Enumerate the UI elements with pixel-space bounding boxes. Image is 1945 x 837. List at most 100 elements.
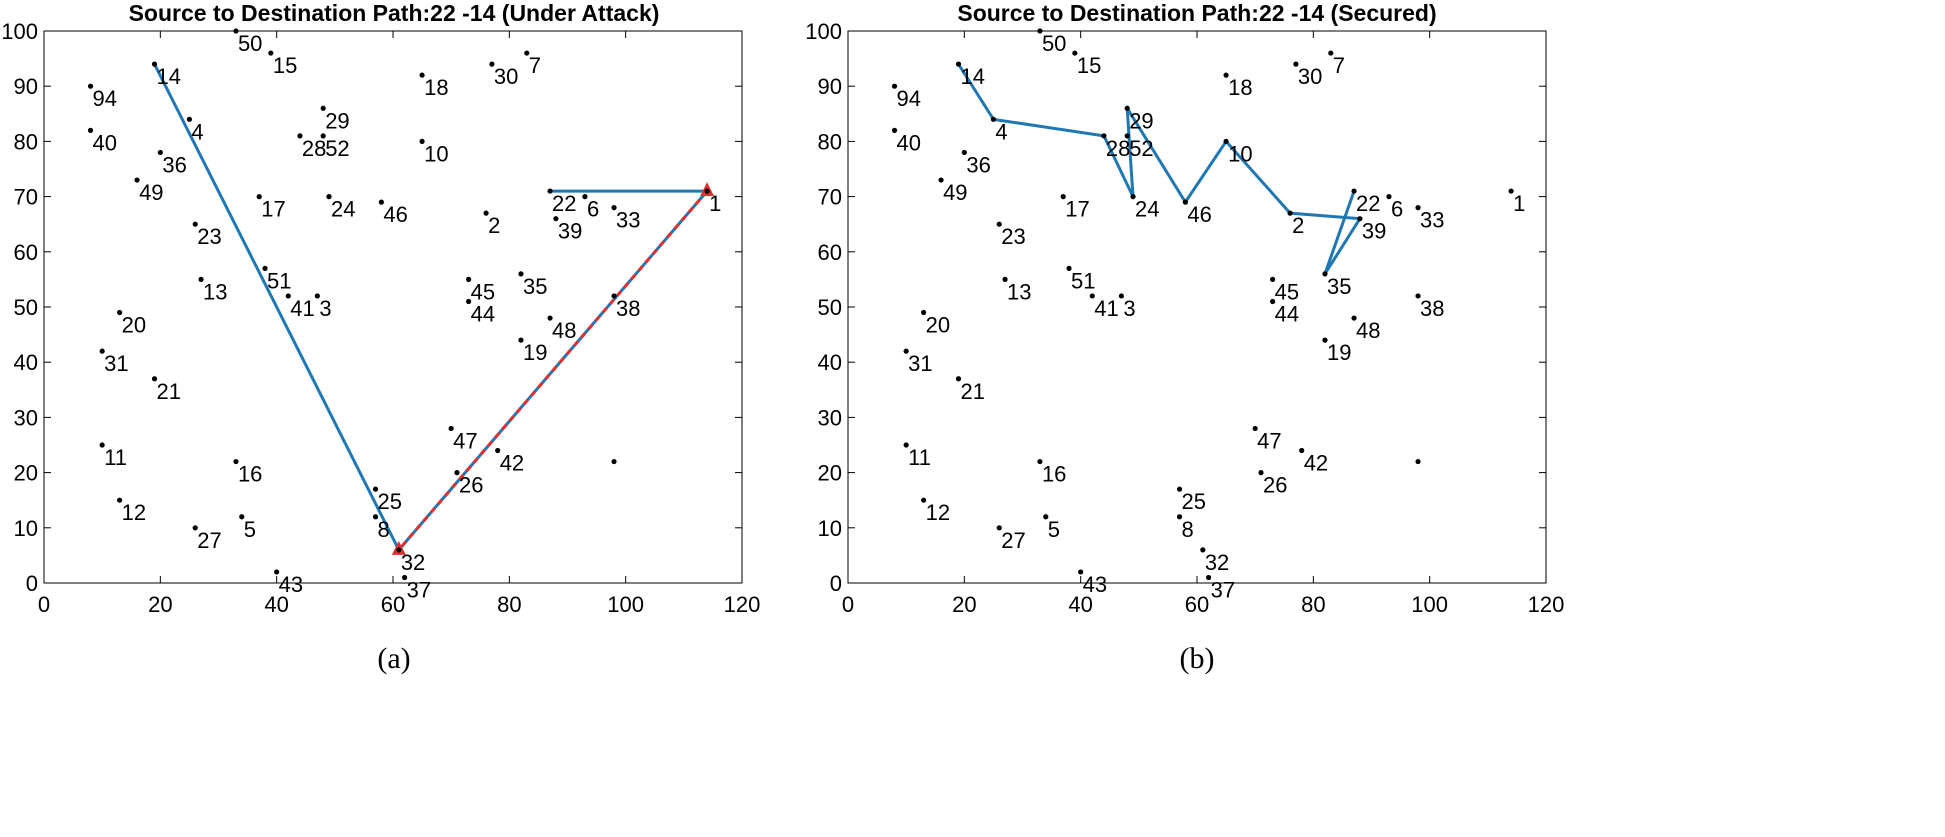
- node-point: [547, 188, 553, 194]
- x-tick-label: 0: [842, 592, 854, 617]
- node-label: 16: [1042, 462, 1066, 487]
- node-point: [239, 514, 245, 520]
- node-point: [1176, 514, 1183, 520]
- node-label: 50: [238, 31, 262, 56]
- node-label: 22: [1356, 191, 1380, 216]
- y-tick-label: 0: [830, 571, 842, 596]
- node-point: [547, 315, 553, 321]
- node-label: 42: [500, 451, 524, 476]
- node-label: 17: [1065, 197, 1089, 222]
- node-point: [151, 61, 158, 67]
- node-label: 43: [1083, 572, 1107, 597]
- node-label: 18: [1228, 75, 1252, 100]
- y-tick-label: 20: [818, 461, 842, 486]
- node-point: [1415, 205, 1421, 211]
- node-label: 41: [290, 296, 314, 321]
- node-point: [378, 199, 384, 205]
- node-label: 29: [1129, 108, 1153, 133]
- y-tick-label: 0: [26, 571, 38, 596]
- x-tick-label: 40: [1068, 592, 1092, 617]
- node-point: [326, 194, 332, 200]
- y-tick-label: 90: [14, 74, 38, 99]
- node-label: 35: [1327, 274, 1351, 299]
- node-label: 50: [1042, 31, 1066, 56]
- node-label: 44: [471, 301, 495, 326]
- y-tick-label: 60: [818, 240, 842, 265]
- node-label: 22: [552, 191, 576, 216]
- y-tick-label: 80: [818, 129, 842, 154]
- node-point: [1293, 61, 1299, 67]
- x-tick-label: 80: [497, 592, 521, 617]
- node-point: [233, 28, 239, 34]
- node-point: [1357, 216, 1363, 222]
- node-point: [256, 194, 262, 200]
- node-point: [320, 105, 326, 111]
- node-point: [891, 127, 898, 133]
- node-label: 11: [104, 445, 127, 470]
- y-tick-label: 90: [818, 74, 842, 99]
- node-point: [419, 138, 425, 144]
- node-point: [198, 276, 204, 282]
- node-label: 42: [1304, 451, 1328, 476]
- node-point: [582, 194, 588, 200]
- node-label: 46: [1187, 202, 1211, 227]
- node-label: 40: [897, 130, 921, 155]
- node-label: 12: [122, 500, 146, 525]
- node-point: [1252, 425, 1258, 432]
- node-point: [99, 442, 105, 448]
- node-label: 49: [943, 180, 967, 205]
- node-label: 13: [203, 279, 227, 304]
- node-point: [268, 50, 274, 56]
- node-point: [1182, 199, 1188, 205]
- node-label: 48: [1356, 318, 1380, 343]
- y-tick-label: 30: [14, 405, 38, 430]
- node-label: 43: [279, 572, 303, 597]
- chart-title: Source to Destination Path:22 -14 (Under…: [129, 0, 660, 26]
- y-tick-label: 100: [1, 19, 38, 44]
- node-point: [518, 271, 524, 277]
- node-point: [274, 569, 280, 575]
- node-label: 41: [1094, 296, 1118, 321]
- node-label: 29: [325, 108, 349, 133]
- node-point: [524, 50, 530, 56]
- node-point: [1328, 50, 1334, 56]
- node-label: 52: [1129, 136, 1153, 161]
- x-tick-label: 20: [148, 592, 172, 617]
- node-point: [372, 486, 379, 492]
- node-point: [151, 376, 158, 382]
- node-point: [903, 442, 909, 448]
- node-point: [1118, 293, 1124, 299]
- figure-caption: (b): [1180, 642, 1215, 675]
- node-point: [1299, 447, 1305, 454]
- node-label: 4: [191, 119, 203, 144]
- node-point: [1200, 547, 1206, 553]
- x-tick-label: 120: [1528, 592, 1565, 617]
- y-tick-label: 40: [14, 350, 38, 375]
- node-point: [396, 547, 402, 553]
- node-label: 33: [1420, 208, 1444, 233]
- y-tick-label: 50: [14, 295, 38, 320]
- node-label: 30: [1298, 64, 1322, 89]
- node-label: 45: [471, 279, 495, 304]
- node-point: [1078, 569, 1084, 575]
- node-label: 2: [1292, 213, 1304, 238]
- node-label: 51: [1071, 268, 1095, 293]
- chart-panel-secured: Source to Destination Path:22 -14 (Secur…: [805, 0, 1564, 675]
- node-point: [117, 309, 123, 316]
- node-label: 18: [424, 75, 448, 100]
- chart-title: Source to Destination Path:22 -14 (Secur…: [957, 0, 1436, 26]
- node-label: 28: [1106, 136, 1130, 161]
- node-label: 16: [238, 462, 262, 487]
- node-label: 15: [273, 53, 297, 78]
- node-label: 51: [267, 268, 291, 293]
- node-label: 6: [587, 197, 599, 222]
- node-label: 39: [1362, 219, 1386, 244]
- node-point: [1206, 574, 1212, 581]
- node-point: [1351, 188, 1357, 194]
- node-point: [483, 210, 489, 216]
- node-point: [518, 337, 524, 343]
- node-point: [1223, 138, 1229, 144]
- node-label: 47: [1257, 428, 1281, 453]
- node-point: [1270, 298, 1276, 305]
